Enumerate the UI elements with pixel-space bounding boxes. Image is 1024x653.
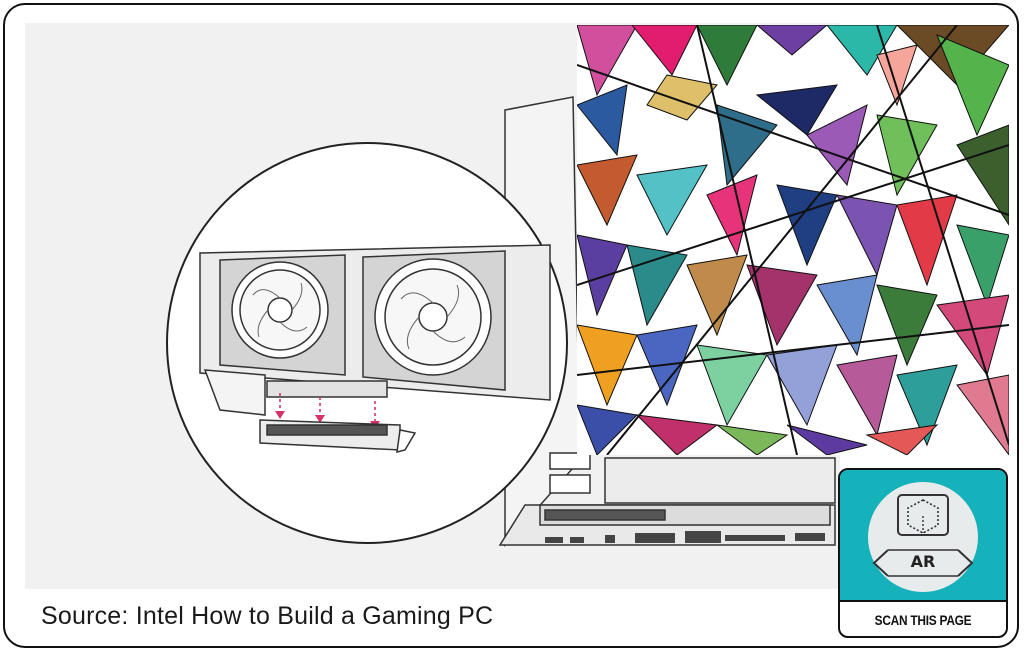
page-frame: Source: Intel How to Build a Gaming PC A…	[3, 3, 1019, 648]
ar-scan-badge[interactable]: AR SCAN THIS PAGE	[838, 468, 1008, 638]
source-caption: Source: Intel How to Build a Gaming PC	[41, 602, 494, 630]
scan-this-page-label: SCAN THIS PAGE	[874, 612, 972, 628]
gpu-install-illustration	[166, 96, 836, 547]
ar-cube-icon	[872, 494, 974, 577]
ar-divider	[840, 600, 1006, 602]
ar-text: AR	[910, 552, 936, 571]
abstract-pattern-image	[577, 25, 1009, 455]
